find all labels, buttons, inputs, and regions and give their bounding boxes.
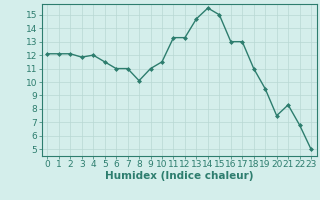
X-axis label: Humidex (Indice chaleur): Humidex (Indice chaleur) <box>105 171 253 181</box>
